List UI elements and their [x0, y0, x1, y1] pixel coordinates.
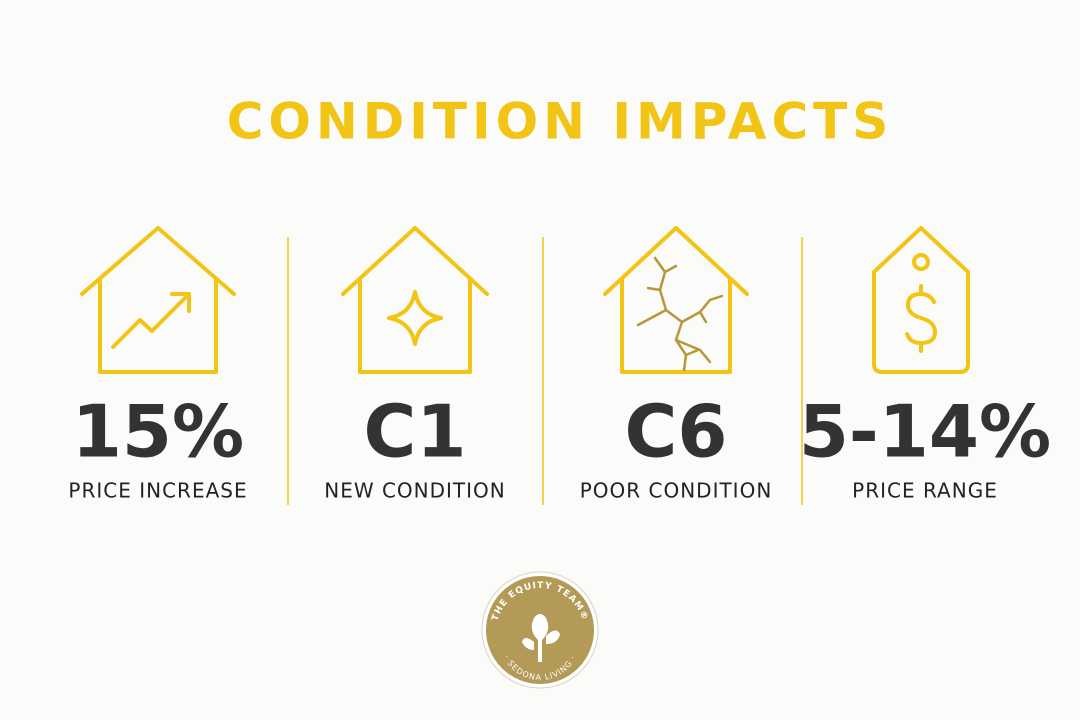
- stat-label: NEW CONDITION: [324, 479, 506, 503]
- house-sparkle-icon: [341, 226, 489, 374]
- house-growth-icon: [80, 226, 236, 374]
- stat-label: POOR CONDITION: [580, 479, 773, 503]
- stat-label: PRICE INCREASE: [68, 479, 247, 503]
- logo: THE EQUITY TEAM® · SEDONA LIVING ·: [481, 571, 599, 689]
- stat-list: 15% PRICE INCREASE C1 NEW CONDITION C6 POOR C…: [68, 390, 1051, 503]
- title: CONDITION IMPACTS: [227, 93, 894, 151]
- stat-value: 15%: [72, 390, 244, 474]
- stat-value: C1: [364, 390, 467, 474]
- stat-value: 5-14%: [799, 390, 1051, 474]
- logo-cactus: [522, 614, 560, 662]
- price-tag-icon: [872, 226, 970, 374]
- stat-label: PRICE RANGE: [852, 479, 998, 503]
- house-cracked-icon: [603, 226, 749, 374]
- stat-value: C6: [625, 390, 728, 474]
